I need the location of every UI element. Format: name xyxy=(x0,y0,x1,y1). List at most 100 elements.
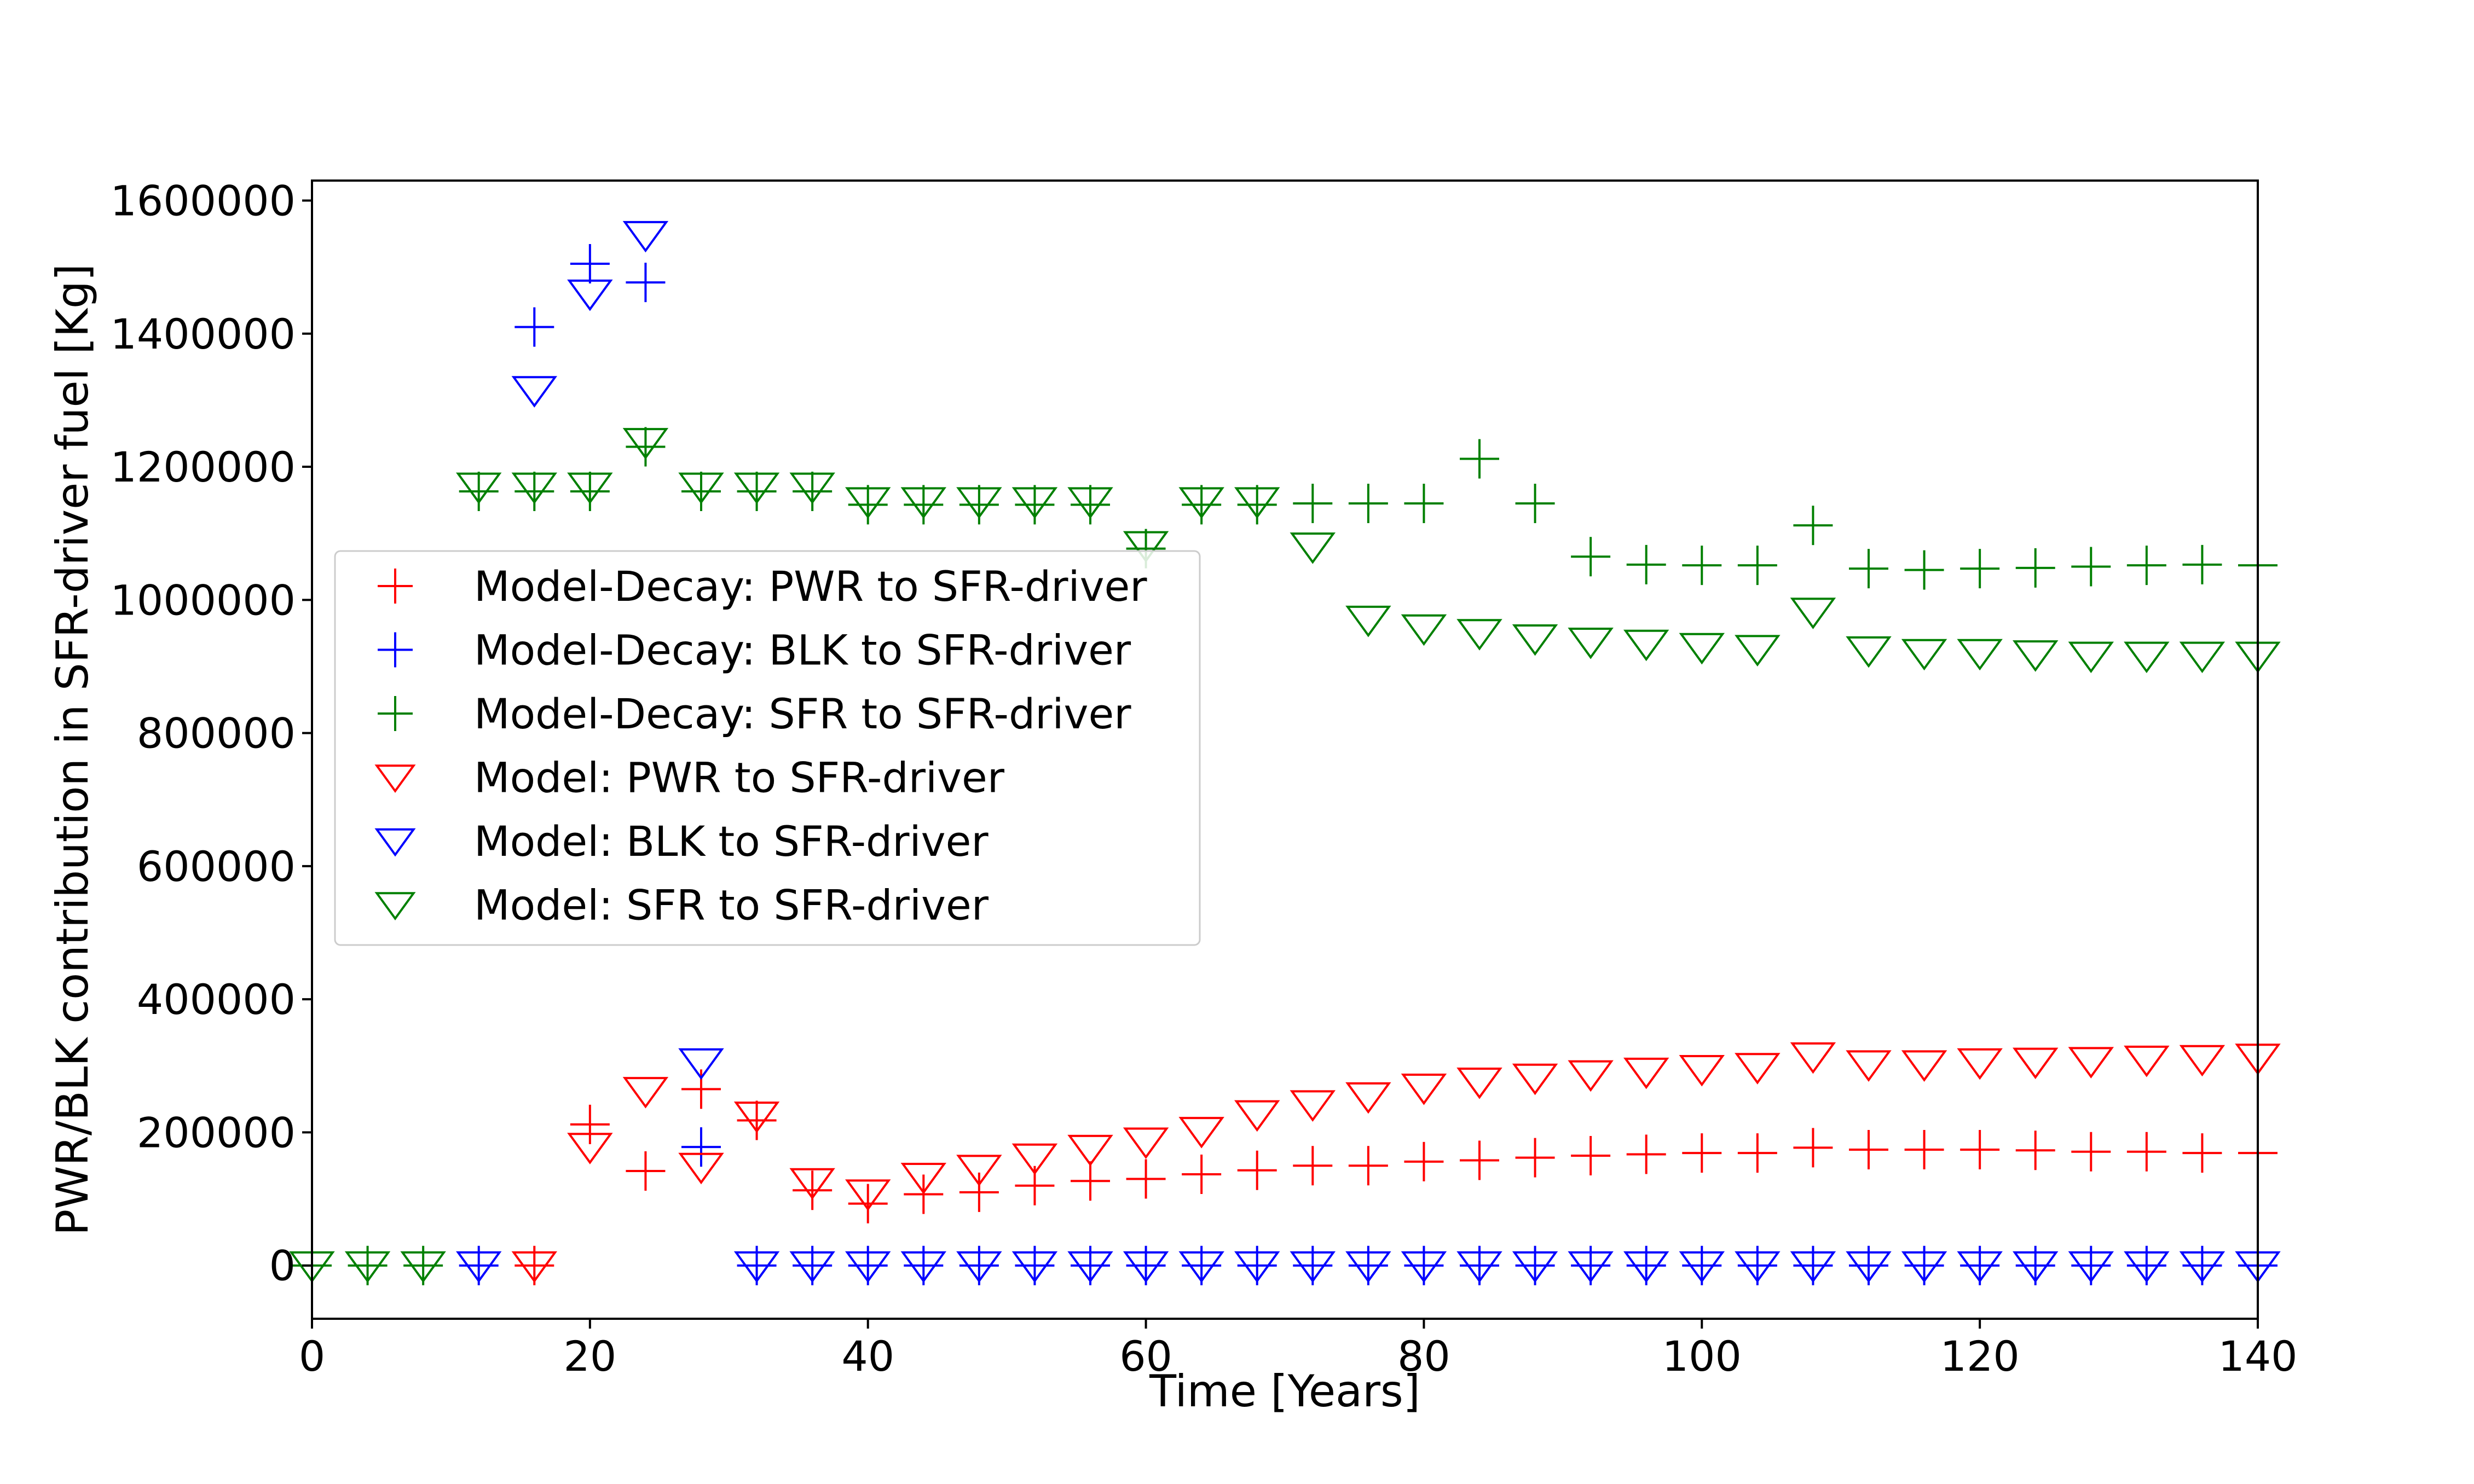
triangle-marker xyxy=(1846,1251,1892,1283)
triangle-marker xyxy=(678,1048,724,1080)
x-tick-label: 40 xyxy=(841,1332,894,1381)
legend-label: Model-Decay: BLK to SFR-driver xyxy=(474,626,1131,675)
plus-marker xyxy=(681,1127,721,1167)
triangle-marker xyxy=(1790,1042,1836,1074)
triangle-marker xyxy=(455,472,502,505)
x-tick-label: 0 xyxy=(299,1332,325,1381)
plus-marker xyxy=(1849,1130,1888,1170)
plus-marker xyxy=(1737,1133,1777,1173)
triangle-marker xyxy=(1401,1251,1447,1283)
triangle-marker xyxy=(1679,1251,1725,1283)
triangle-marker xyxy=(1178,1117,1224,1149)
plus-marker xyxy=(681,472,721,512)
plus-marker xyxy=(459,472,499,512)
plus-marker xyxy=(626,427,666,467)
triangle-marker xyxy=(2068,1047,2114,1079)
plus-marker xyxy=(1904,1130,1944,1170)
plus-marker xyxy=(1626,544,1666,584)
series-4 xyxy=(455,221,2281,1283)
legend-label: Model-Decay: PWR to SFR-driver xyxy=(474,562,1147,611)
triangle-marker xyxy=(1456,619,1502,651)
legend-marker xyxy=(378,569,413,604)
triangle-marker xyxy=(1623,1057,1669,1089)
triangle-marker xyxy=(1345,1251,1391,1283)
triangle-marker xyxy=(1067,487,1113,519)
plus-marker xyxy=(2126,1132,2166,1172)
plus-marker xyxy=(515,472,554,512)
triangle-marker xyxy=(845,1251,891,1283)
plus-marker xyxy=(1404,483,1444,523)
y-axis: 0 200000 400000 600000 800000 1000000 1200000 1… xyxy=(111,176,312,1290)
legend-label: Model: BLK to SFR-driver xyxy=(474,817,989,866)
y-tick-label: 1200000 xyxy=(111,443,296,491)
triangle-marker xyxy=(1345,1082,1391,1114)
plus-marker xyxy=(1960,1130,2000,1170)
triangle-marker xyxy=(845,487,891,519)
triangle-marker xyxy=(2012,1251,2059,1283)
triangle-marker xyxy=(1623,1251,1669,1283)
plus-marker xyxy=(2015,1131,2055,1170)
triangle-marker xyxy=(1345,605,1391,637)
legend-marker xyxy=(374,764,416,793)
legend-marker xyxy=(378,632,413,668)
plus-marker xyxy=(2071,1132,2111,1172)
triangle-marker xyxy=(511,376,558,408)
plus-marker xyxy=(570,244,610,284)
triangle-marker xyxy=(1456,1068,1502,1099)
plus-marker xyxy=(1793,506,1833,546)
triangle-marker xyxy=(2012,640,2059,672)
plus-marker xyxy=(1960,549,2000,589)
triangle-marker xyxy=(2179,1045,2226,1077)
triangle-marker xyxy=(567,279,613,311)
triangle-marker xyxy=(1011,1251,1058,1283)
triangle-marker xyxy=(789,472,835,505)
plus-marker xyxy=(1904,550,1944,590)
triangle-marker xyxy=(900,487,947,519)
y-tick-label: 400000 xyxy=(137,975,296,1024)
y-tick-label: 1000000 xyxy=(111,576,296,624)
triangle-marker xyxy=(733,1251,780,1283)
triangle-marker xyxy=(455,1251,502,1283)
plus-marker xyxy=(848,1184,888,1224)
plus-marker xyxy=(1404,1141,1444,1181)
plus-marker xyxy=(1460,1140,1499,1180)
triangle-marker xyxy=(1568,1060,1614,1092)
triangle-marker xyxy=(1401,1074,1447,1105)
triangle-marker xyxy=(511,1251,558,1283)
legend-label: Model-Decay: SFR to SFR-driver xyxy=(474,689,1131,738)
plus-marker xyxy=(737,1100,777,1140)
plus-marker xyxy=(1515,483,1555,523)
triangle-marker xyxy=(956,1155,1002,1186)
triangle-marker xyxy=(733,1102,780,1133)
y-tick-label: 600000 xyxy=(137,842,296,891)
triangle-marker xyxy=(900,1163,947,1195)
plus-marker xyxy=(1793,1128,1833,1168)
triangle-marker xyxy=(1568,628,1614,659)
triangle-marker xyxy=(1735,1053,1781,1085)
triangle-marker xyxy=(2012,1047,2059,1080)
triangle-marker xyxy=(1290,1251,1336,1283)
plus-marker xyxy=(1849,549,1888,589)
y-tick-label: 200000 xyxy=(137,1108,296,1157)
legend-marker xyxy=(378,696,413,731)
triangle-marker xyxy=(1846,1050,1892,1082)
triangle-marker xyxy=(1735,1251,1781,1283)
plus-marker xyxy=(626,263,666,303)
triangle-marker xyxy=(1679,633,1725,665)
plus-marker xyxy=(1348,1146,1388,1186)
triangle-marker xyxy=(1234,1251,1280,1283)
triangle-marker xyxy=(1234,1100,1280,1132)
triangle-marker xyxy=(1901,1251,1947,1283)
triangle-marker xyxy=(845,1179,891,1211)
plus-marker xyxy=(1182,1155,1222,1195)
triangle-marker xyxy=(1846,636,1892,668)
triangle-marker xyxy=(1790,1251,1836,1283)
plus-marker xyxy=(1460,439,1499,479)
plus-marker xyxy=(1515,1138,1555,1178)
triangle-marker xyxy=(900,1251,947,1283)
triangle-marker xyxy=(678,1152,724,1185)
legend-marker xyxy=(374,892,416,921)
legend-label: Model: SFR to SFR-driver xyxy=(474,881,989,930)
plus-marker xyxy=(1293,1146,1333,1186)
triangle-marker xyxy=(622,428,669,460)
